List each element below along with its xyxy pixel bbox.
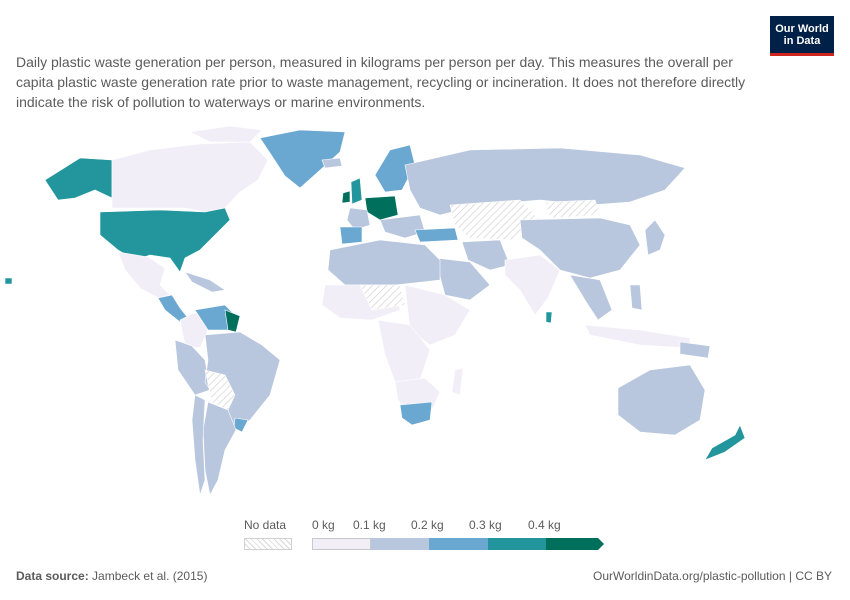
region-south-africa[interactable] [399, 401, 433, 426]
region-north-africa[interactable] [327, 239, 441, 286]
region-ireland[interactable] [341, 190, 351, 204]
data-source-label: Data source: [16, 569, 89, 583]
region-china[interactable] [519, 217, 641, 279]
legend-bin-02-03[interactable] [429, 538, 488, 550]
logo-line-1: Our World [775, 22, 829, 35]
region-italy-balkans[interactable] [379, 214, 426, 239]
region-sri-lanka[interactable] [545, 311, 553, 324]
region-greenland[interactable] [259, 129, 346, 189]
region-argentina[interactable] [202, 401, 237, 496]
region-indonesia[interactable] [584, 324, 691, 349]
region-iran[interactable] [461, 239, 511, 271]
region-canada[interactable] [111, 141, 269, 213]
region-iceland[interactable] [321, 157, 343, 169]
data-source: Data source: Jambeck et al. (2015) [16, 569, 207, 583]
region-mongolia[interactable] [544, 199, 601, 219]
legend-tick-2: 0.2 kg [411, 518, 444, 532]
region-germany-central-europe[interactable] [364, 195, 399, 221]
footer-url[interactable]: OurWorldinData.org/plastic-pollution | C… [593, 569, 832, 583]
region-colombia[interactable] [179, 311, 209, 349]
region-france[interactable] [346, 207, 371, 231]
region-alaska[interactable] [44, 157, 113, 201]
region-russia[interactable] [404, 147, 686, 216]
legend-tick-0: 0 kg [312, 518, 335, 532]
legend-bin-04-plus[interactable] [546, 538, 606, 550]
region-madagascar[interactable] [451, 367, 464, 396]
region-turkey[interactable] [414, 227, 459, 243]
region-bolivia-paraguay[interactable] [204, 369, 236, 411]
legend-tick-4: 0.4 kg [528, 518, 561, 532]
region-southeast-asia[interactable] [569, 274, 613, 321]
region-sahel[interactable] [359, 284, 406, 311]
legend-no-data-swatch[interactable] [244, 538, 292, 550]
data-source-text: Jambeck et al. (2015) [92, 569, 208, 583]
region-saudi-arabia[interactable] [434, 257, 491, 301]
owid-logo[interactable]: Our World in Data [770, 16, 834, 56]
region-new-zealand[interactable] [704, 424, 746, 461]
region-papua[interactable] [679, 341, 711, 359]
legend-tick-3: 0.3 kg [469, 518, 502, 532]
region-uk[interactable] [350, 177, 363, 205]
legend-bin-01-02[interactable] [371, 538, 429, 550]
chart-subtitle: Daily plastic waste generation per perso… [16, 54, 746, 110]
logo-line-2: in Data [783, 34, 821, 47]
map-legend: No data 0 kg 0.1 kg 0.2 kg 0.3 kg 0.4 kg [0, 512, 850, 557]
region-uruguay[interactable] [233, 417, 249, 433]
region-philippines[interactable] [629, 284, 643, 311]
legend-bin-0-01[interactable] [312, 538, 371, 550]
region-canada-arctic[interactable] [189, 125, 263, 143]
region-kazakhstan-central-asia[interactable] [449, 199, 541, 241]
region-chile[interactable] [191, 394, 206, 496]
region-guyana[interactable] [224, 309, 241, 333]
region-india[interactable] [504, 254, 561, 316]
legend-bin-03-04[interactable] [488, 538, 546, 550]
region-caribbean[interactable] [184, 271, 226, 293]
region-usa[interactable] [99, 207, 231, 273]
region-hawaii[interactable] [4, 277, 13, 285]
region-iberia[interactable] [339, 226, 363, 245]
region-mexico[interactable] [117, 251, 171, 299]
region-peru-ecuador[interactable] [174, 339, 211, 396]
world-map-svg [4, 125, 746, 496]
legend-no-data-label: No data [244, 518, 287, 532]
region-korea-japan[interactable] [644, 219, 666, 256]
legend-tick-1: 0.1 kg [353, 518, 386, 532]
world-map [0, 120, 850, 520]
region-australia[interactable] [617, 364, 706, 436]
